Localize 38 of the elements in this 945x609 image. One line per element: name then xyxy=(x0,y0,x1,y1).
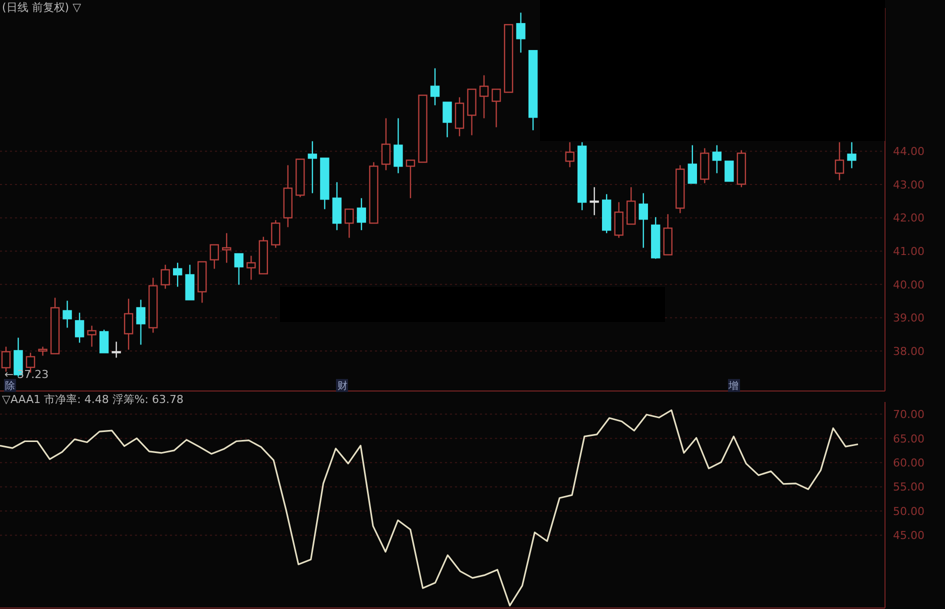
y-tick-label: 50.00 xyxy=(893,504,924,518)
y-tick-label: 43.00 xyxy=(893,178,924,192)
candlestick xyxy=(308,140,318,194)
line-series xyxy=(0,409,859,606)
candlestick xyxy=(38,346,48,356)
candlestick xyxy=(160,264,170,290)
candlestick xyxy=(394,118,403,174)
y-tick-label: 44.00 xyxy=(893,145,924,158)
y-tick-label: 60.00 xyxy=(893,456,924,470)
candlestick xyxy=(847,142,856,169)
candlestick xyxy=(124,298,134,350)
y-tick-label: 41.00 xyxy=(893,245,924,258)
y-tick-label: 40.00 xyxy=(893,278,924,292)
annotation: 财 xyxy=(336,379,348,393)
chart-title: ▽AAA1 市净率: 4.48 浮筹%: 63.78 xyxy=(2,392,184,407)
y-tick-label: 38.00 xyxy=(893,344,924,358)
y-tick-label: 55.00 xyxy=(893,480,924,494)
candlestick xyxy=(516,12,526,54)
candlestick xyxy=(62,300,72,328)
chart-title: (日线 前复权) ▽ xyxy=(2,0,82,15)
candlestick xyxy=(638,192,648,248)
candlestick xyxy=(479,74,489,119)
candlestick xyxy=(590,186,599,216)
y-tick-label: 70.00 xyxy=(893,408,924,422)
candlestick xyxy=(700,148,710,184)
y-tick-label: 42.00 xyxy=(893,212,924,225)
candlestick xyxy=(222,232,232,264)
annotation: 除 xyxy=(4,379,16,393)
annotation: 增 xyxy=(728,379,740,393)
candlestick xyxy=(565,142,574,168)
candlestick xyxy=(136,299,146,346)
candlestick xyxy=(283,164,293,228)
y-tick-label: 45.00 xyxy=(893,529,924,542)
y-tick-label: 65.00 xyxy=(893,432,924,446)
candlestick xyxy=(87,325,96,348)
candlestick xyxy=(271,220,280,248)
annotation: ← 37.23 xyxy=(4,368,49,381)
y-tick-label: 39.00 xyxy=(893,312,924,325)
